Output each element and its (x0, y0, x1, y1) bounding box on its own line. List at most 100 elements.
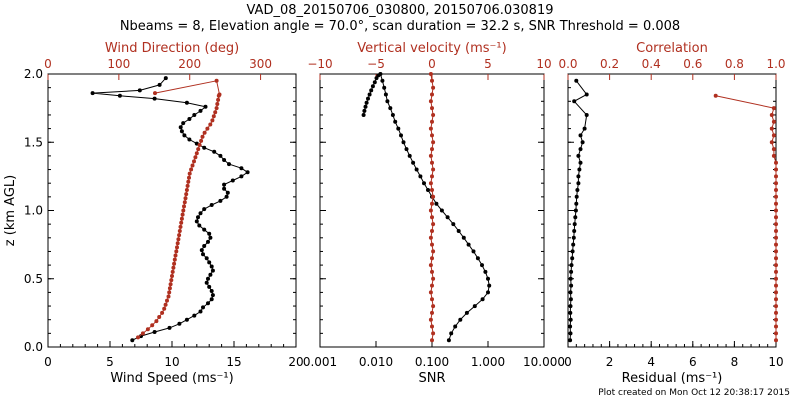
panel2-series-1-point (361, 113, 366, 117)
panel2-series-1-point (364, 100, 369, 105)
panel1-series-2-point (202, 130, 207, 135)
panel2-series-1-point (480, 263, 484, 268)
panel1-series-1-point (199, 248, 204, 253)
panel2-top-x-tick-label: −5 (367, 57, 385, 71)
panel1-series-1-point (210, 268, 215, 273)
panel1-series-2-point (179, 216, 184, 221)
panel3-series-2-point (771, 119, 776, 124)
panel3-series-2-point (774, 174, 778, 179)
chart-title: VAD_08_20150706_030800, 20150706.030819 (246, 3, 554, 18)
panel2-series-2-point (428, 181, 433, 186)
panel1-series-2-point (214, 78, 219, 83)
panel3-series-2-point (774, 338, 778, 343)
chart-subtitle: Nbeams = 8, Elevation angle = 70.0°, sca… (119, 19, 681, 34)
panel3-top-x-tick-label: 0.4 (642, 57, 661, 71)
panel3-series-2-point (774, 188, 778, 192)
panel2-series-1-point (472, 304, 477, 309)
panel1-series-2-point (163, 302, 168, 307)
panel2-series-2-point (430, 160, 434, 165)
panel1-series-2-point (197, 143, 202, 147)
panel3-top-x-tick-label: 0.6 (683, 57, 702, 71)
panel2-series-1-point (486, 276, 490, 281)
panel3-series-2-point (769, 113, 774, 117)
panel1-series-1-point (230, 178, 235, 183)
panel1-series-2-point (194, 151, 199, 156)
panel1-series-1-point (194, 219, 199, 224)
panel2-top-x-axis-label: Vertical velocity (ms⁻¹) (357, 41, 506, 56)
panel1-series-2-point (176, 237, 181, 242)
panel2-series-1-point (464, 310, 469, 315)
panel3-series-2-point (774, 194, 778, 199)
panel1-series-2-point (175, 245, 179, 250)
panel3-series-1-point (572, 99, 577, 104)
panel3-series-2-point (774, 201, 778, 206)
panel2-series-1-point (390, 113, 395, 117)
panel1-series-2-point (165, 298, 169, 303)
panel2-series-2-point (431, 194, 436, 199)
panel1-series-2-point (211, 114, 216, 119)
panel1-series-2-point (145, 327, 150, 332)
panel1-series-2-point (185, 183, 190, 188)
panel3-series-1-point (568, 317, 573, 322)
panel2-series-1-point (362, 108, 367, 113)
panel2-series-1-point (439, 208, 444, 213)
panel3-series-2-point (769, 140, 774, 145)
panel3-series-1-point (570, 256, 575, 261)
panel1-series-2-point (162, 306, 167, 311)
panel2-x-tick-label: 1.000 (471, 355, 505, 369)
panel1-series-2-point (157, 315, 162, 319)
panel2-series-2-point (431, 85, 436, 90)
panel2-series-2-point (430, 297, 434, 302)
panel1-series-2-point (215, 102, 220, 106)
panel1-series-1-point (207, 260, 212, 265)
panel1-series-1-point (152, 96, 157, 101)
panel3-series-1-point (568, 276, 573, 281)
panel3-series-2-point (769, 126, 774, 131)
panel1-series-1-point (206, 276, 210, 281)
panel1-series-1-point (224, 194, 229, 199)
panel2-series-1-point (385, 99, 390, 104)
panel1-series-2-point (217, 92, 222, 97)
panel1-series-2-point (189, 167, 194, 172)
panel1-series-2-point (170, 269, 175, 274)
panel2-series-1-point (446, 338, 451, 343)
panel2-series-2-point (428, 72, 433, 76)
panel3-series-2-point (774, 263, 778, 268)
panel3-series-2-point (774, 222, 778, 227)
panel1-series-2-point (172, 257, 177, 262)
panel3-series-2-point (774, 324, 778, 329)
y-tick-label: 1.0 (24, 204, 43, 218)
panel2-series-1-point (449, 331, 454, 336)
panel1-series-2-point (186, 179, 191, 184)
panel3-series-2-point (774, 215, 778, 220)
panel2-series-2-point (431, 167, 436, 172)
panel2-series-1-point (487, 283, 492, 288)
plot-created-footer: Plot created on Mon Oct 12 20:38:17 2015 (598, 388, 790, 398)
panel1-series-1-point (209, 203, 214, 207)
panel2-series-1-point (374, 76, 379, 81)
panel1-series-2-point (166, 294, 171, 299)
panel2-series-1-point (414, 167, 419, 172)
panel1-series-2-point (177, 233, 182, 238)
y-tick-label: 0.5 (24, 272, 43, 286)
panel1-series-1-point (201, 252, 205, 257)
panel1-series-2-point (182, 204, 186, 209)
panel3-x-axis-label: Residual (ms⁻¹) (622, 371, 723, 386)
panel2-series-2-point (431, 140, 436, 145)
panel1-series-2-point (182, 200, 187, 205)
panel3-top-x-tick-label: 0.2 (600, 57, 619, 71)
panel2-series-1-point (407, 153, 412, 158)
panel3-series-1-point (584, 113, 589, 117)
panel3-series-1-point (570, 249, 575, 254)
panel2-series-2-point (430, 215, 434, 220)
panel1-series-1-point (209, 289, 214, 293)
panel1-series-2-point (205, 126, 210, 131)
panel2-series-1-point (451, 222, 456, 227)
panel2-series-2-point (430, 119, 434, 124)
panel2-series-2-point (430, 269, 434, 274)
panel1-series-1-point (187, 117, 192, 121)
panel3-series-1-point (568, 297, 573, 302)
panel1-series-1-point (207, 284, 212, 289)
panel3-series-2-point (771, 153, 776, 158)
panel2-series-2-point (428, 235, 433, 240)
